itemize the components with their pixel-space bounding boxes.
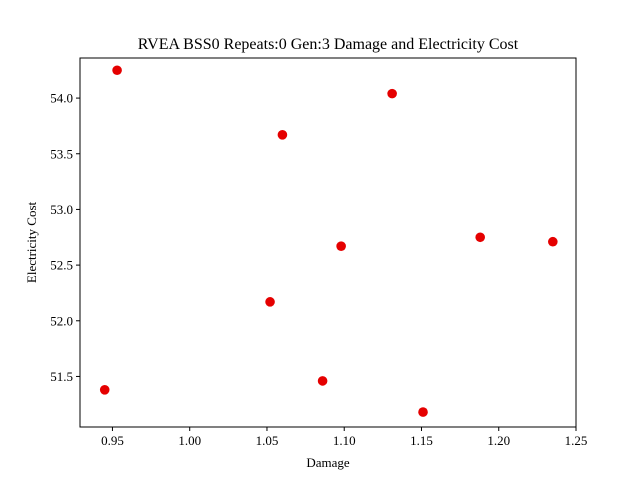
data-points: [99, 65, 558, 417]
chart-title: RVEA BSS0 Repeats:0 Gen:3 Damage and Ele…: [138, 36, 519, 53]
data-point: [277, 130, 288, 140]
y-tick-label: 52.0: [50, 313, 73, 328]
y-tick-label: 53.5: [50, 146, 73, 161]
data-point: [475, 232, 485, 243]
x-tick-label: 1.00: [178, 433, 201, 448]
data-point: [418, 407, 428, 417]
y-axis: 51.5 52.0 52.5 53.0 53.5 54.0: [50, 91, 80, 384]
y-tick-label: 51.5: [50, 369, 73, 384]
x-tick-label: 1.15: [410, 433, 433, 448]
y-tick-label: 53.0: [50, 202, 73, 217]
data-point: [99, 385, 110, 395]
y-axis-label: Electricity Cost: [24, 201, 39, 283]
data-point: [112, 65, 122, 76]
x-tick-label: 1.20: [487, 433, 510, 448]
x-tick-label: 1.05: [256, 433, 279, 448]
x-axis: 0.95 1.00 1.05 1.10 1.15 1.20 1.25: [101, 427, 587, 448]
y-tick-label: 54.0: [50, 91, 73, 106]
x-axis-label: Damage: [306, 455, 350, 470]
x-tick-label: 1.25: [565, 433, 588, 448]
data-point: [265, 297, 275, 307]
data-point: [317, 376, 328, 386]
plot-area-frame: [79, 57, 577, 428]
data-point: [336, 241, 346, 251]
x-tick-label: 0.95: [101, 433, 124, 448]
y-tick-label: 52.5: [50, 258, 73, 273]
data-point: [548, 236, 558, 247]
data-point: [387, 88, 397, 99]
x-tick-label: 1.10: [333, 433, 356, 448]
